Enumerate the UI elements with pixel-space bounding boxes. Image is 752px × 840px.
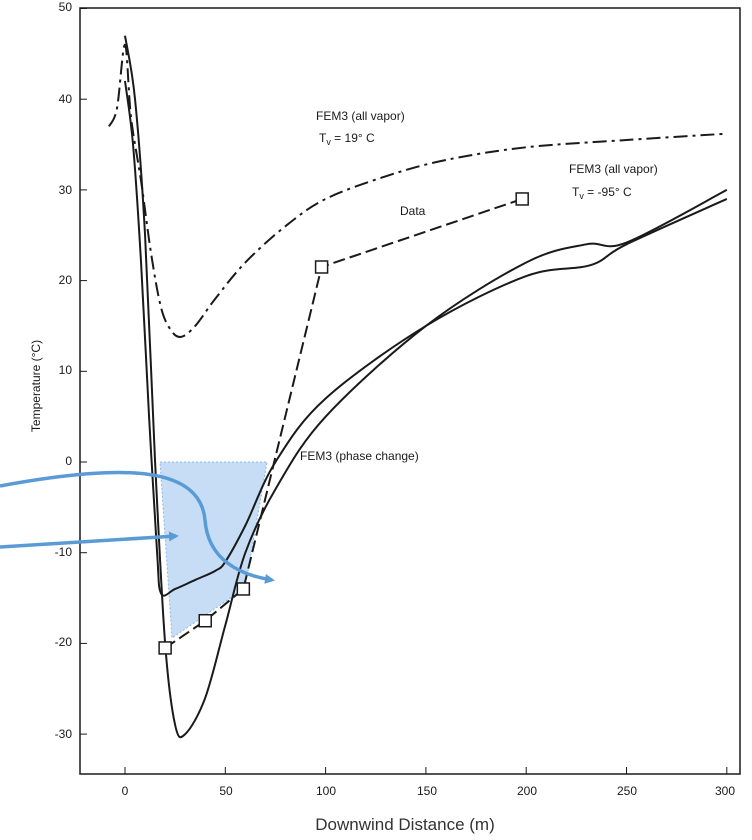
data-point-0	[158, 641, 172, 655]
annotation-vapor-neg95-title: FEM3 (all vapor)	[569, 162, 658, 176]
y-tick-label-neg30: -30	[55, 727, 73, 741]
data-point-2	[236, 582, 251, 596]
y-tick-label-50: 50	[59, 0, 73, 14]
data-point-4	[515, 192, 529, 206]
annotation-data: Data	[400, 204, 426, 218]
annotation-vapor-19: FEM3 (all vapor) Tv = 19° C	[316, 109, 405, 147]
series-line-fem3-vapor-19	[108, 43, 727, 338]
y-tick-label-40: 40	[59, 92, 73, 106]
x-tick-label-300: 300	[715, 784, 735, 798]
plot-frame	[79, 7, 741, 775]
series-layer	[108, 35, 728, 739]
annotation-vapor-neg95: FEM3 (all vapor) Tv = -95° C	[569, 162, 658, 201]
series-line-data	[164, 198, 523, 649]
x-axis-label: Downwind Distance (m)	[315, 815, 495, 834]
highlight-arrow-lower	[0, 531, 179, 549]
y-tick-labels: 50 40 30 20 10 0 -10 -20 -30	[55, 0, 73, 741]
x-tick-label-250: 250	[617, 784, 637, 798]
data-point-3	[314, 260, 329, 274]
series-line-fem3-vapor-neg95	[124, 35, 728, 739]
y-tick-label-20: 20	[59, 273, 73, 287]
data-point-1	[198, 613, 212, 628]
y-tick-label-30: 30	[59, 183, 73, 197]
y-tick-label-10: 10	[59, 363, 73, 377]
y-tick-label-neg10: -10	[55, 545, 73, 559]
y-tick-label-neg20: -20	[55, 635, 73, 649]
data-markers	[158, 192, 529, 655]
axis-ticks	[80, 8, 728, 774]
x-tick-label-0: 0	[122, 784, 129, 798]
y-axis-label: Temperature (°C)	[29, 340, 43, 432]
x-tick-labels: 0 50 100 150 200 250 300	[122, 784, 736, 798]
x-tick-label-50: 50	[219, 784, 233, 798]
x-tick-label-150: 150	[417, 784, 437, 798]
annotation-vapor-19-formula: Tv = 19° C	[319, 131, 375, 147]
series-line-fem3-phase-change	[124, 80, 728, 597]
annotation-vapor-neg95-formula: Tv = -95° C	[572, 185, 632, 201]
x-tick-label-100: 100	[316, 784, 336, 798]
x-tick-label-200: 200	[517, 784, 537, 798]
highlight-arrow-upper	[0, 470, 275, 584]
annotation-phase-change: FEM3 (phase change)	[300, 449, 419, 463]
annotation-vapor-19-title: FEM3 (all vapor)	[316, 109, 405, 123]
y-tick-label-0: 0	[65, 454, 72, 468]
